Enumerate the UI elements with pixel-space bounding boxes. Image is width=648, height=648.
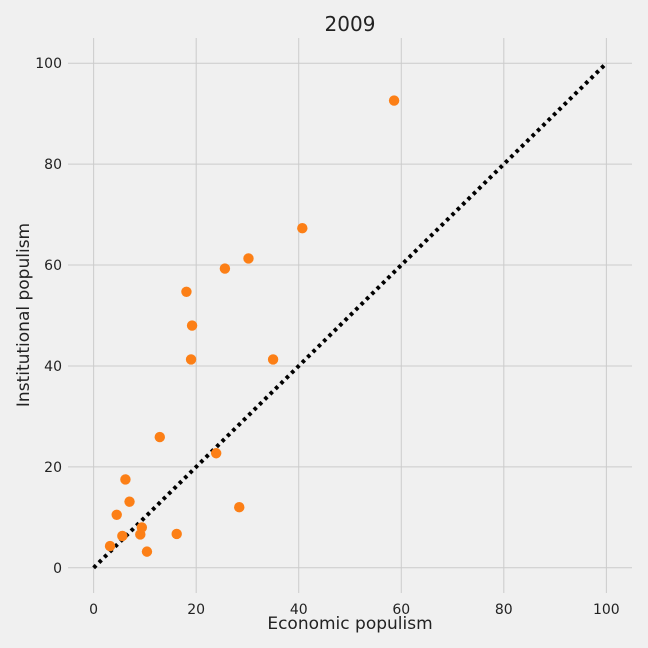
tick-labels: 0 20 40 60 80 100 0 20 40 60 80 100 xyxy=(35,56,619,618)
x-tick-label: 40 xyxy=(290,602,308,618)
y-tick-label: 100 xyxy=(35,56,62,72)
grid xyxy=(68,38,632,593)
x-tick-label: 0 xyxy=(89,602,98,618)
y-tick-label: 60 xyxy=(44,258,62,274)
data-points xyxy=(104,95,400,557)
chart-title: 2009 xyxy=(325,12,376,36)
data-point xyxy=(185,354,197,365)
x-tick-label: 100 xyxy=(593,602,620,618)
data-point xyxy=(141,546,153,557)
data-point xyxy=(111,509,122,520)
data-point xyxy=(120,474,131,485)
data-point xyxy=(210,448,222,459)
data-point xyxy=(171,528,182,540)
data-point xyxy=(181,286,192,297)
data-point xyxy=(219,263,231,274)
data-point xyxy=(234,502,245,513)
x-tick-label: 80 xyxy=(495,602,513,618)
data-point xyxy=(117,530,128,542)
data-point xyxy=(124,496,135,507)
y-tick-label: 0 xyxy=(53,561,62,577)
data-point xyxy=(104,540,116,552)
y-tick-label: 80 xyxy=(44,157,62,173)
data-point xyxy=(388,95,400,106)
data-point xyxy=(243,253,254,264)
data-point xyxy=(186,320,198,331)
data-point xyxy=(267,354,279,365)
y-tick-label: 20 xyxy=(44,460,62,476)
y-axis-label: Institutional populism xyxy=(14,223,34,407)
data-point xyxy=(154,431,165,443)
x-axis-label: Economic populism xyxy=(267,614,432,634)
data-point xyxy=(136,522,148,533)
x-tick-label: 20 xyxy=(187,602,205,618)
x-tick-label: 60 xyxy=(392,602,410,618)
data-point xyxy=(297,223,308,234)
y-tick-label: 40 xyxy=(44,359,62,375)
